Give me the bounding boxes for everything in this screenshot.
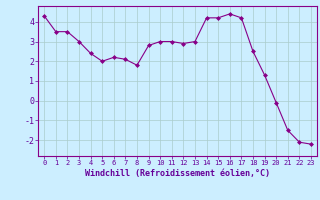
X-axis label: Windchill (Refroidissement éolien,°C): Windchill (Refroidissement éolien,°C) bbox=[85, 169, 270, 178]
